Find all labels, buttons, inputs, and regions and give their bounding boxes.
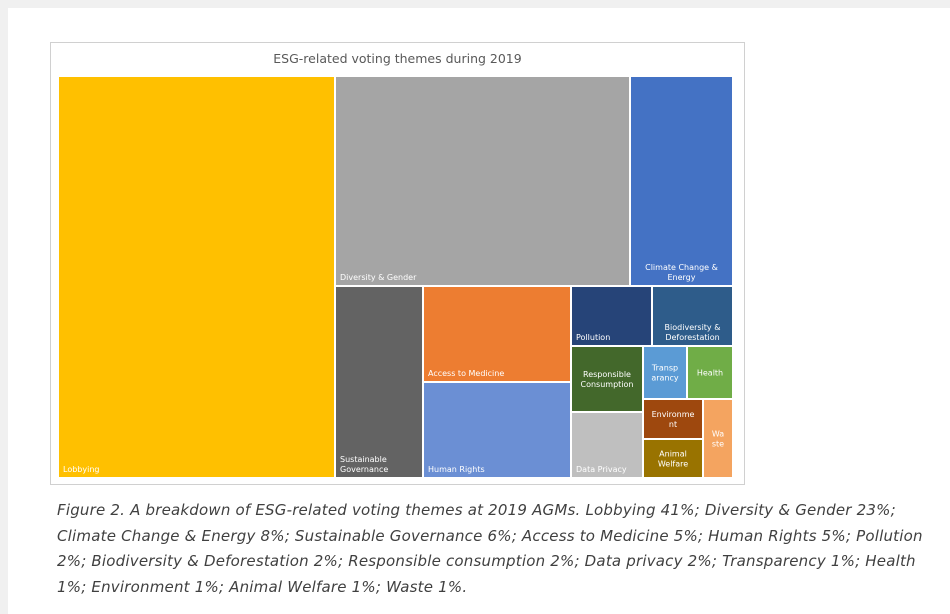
treemap-label-climate-change-and-energy: Climate Change & Energy (645, 263, 718, 282)
treemap-label-pollution: Pollution (576, 333, 610, 342)
treemap-tile-data-privacy (572, 413, 642, 477)
treemap-tile-health (688, 347, 732, 398)
treemap-tile-waste (704, 400, 732, 477)
treemap-tile-diversity-and-gender (336, 77, 629, 285)
treemap-label-access-to-medicine: Access to Medicine (428, 369, 504, 378)
treemap-chart: Lobbying Diversity & Gender Climate Change… (59, 77, 732, 477)
treemap-label-human-rights: Human Rights (428, 465, 485, 474)
figure-caption: Figure 2. A breakdown of ESG-related vot… (57, 501, 923, 596)
treemap-label-responsible-consumption: Responsible Consumption (581, 370, 634, 389)
treemap-label-sustainable-governance: Sustainable Governance (340, 455, 388, 474)
treemap-tile-environment (644, 400, 702, 438)
treemap-tile-pollution (572, 287, 651, 345)
content-card: ESG-related voting themes during 2019 Lo… (8, 8, 950, 614)
treemap-tile-climate-change-and-energy (631, 77, 732, 285)
treemap-tile-biodiversity-and-deforestation (653, 287, 732, 345)
treemap-label-environment: Environme nt (652, 410, 695, 429)
treemap-label-transparancy: Transp arancy (651, 364, 679, 383)
treemap-label-biodiversity-and-deforestation: Biodiversity & Deforestation (665, 323, 721, 342)
treemap-tile-transparancy (644, 347, 686, 398)
treemap-label-health: Health (697, 369, 723, 378)
treemap-label-waste: Wa ste (712, 430, 724, 449)
treemap-tile-lobbying (59, 77, 334, 477)
treemap-tile-sustainable-governance (336, 287, 422, 477)
chart-title: ESG-related voting themes during 2019 (273, 51, 522, 66)
treemap-label-diversity-and-gender: Diversity & Gender (340, 273, 417, 282)
treemap-tile-human-rights (424, 383, 570, 477)
treemap-tile-responsible-consumption (572, 347, 642, 411)
treemap-tile-animal-welfare (644, 440, 702, 477)
treemap-label-lobbying: Lobbying (63, 465, 99, 474)
treemap-tile-access-to-medicine (424, 287, 570, 381)
treemap-label-data-privacy: Data Privacy (576, 465, 627, 474)
treemap-figure: ESG-related voting themes during 2019 Lo… (50, 42, 745, 485)
treemap-label-animal-welfare: Animal Welfare (658, 450, 688, 469)
